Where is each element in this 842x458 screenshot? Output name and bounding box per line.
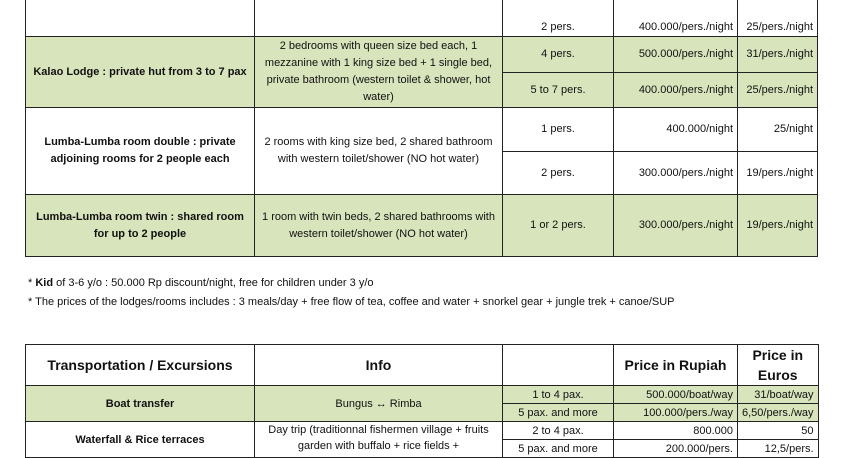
transport-table: Transportation / Excursions Info Price i… xyxy=(25,344,819,458)
pax-cell: 4 pers. xyxy=(502,36,614,73)
price-euro: 19/pers./night xyxy=(737,194,818,257)
pax-cell: 1 pers. xyxy=(502,107,614,152)
room-info: 2 rooms with king size bed, 2 shared bat… xyxy=(254,107,503,195)
pax-cell: 1 to 4 pax. xyxy=(502,385,614,404)
table-row: Lumba-Lumba room double : private adjoin… xyxy=(25,107,818,195)
table-row: Boat transfer Bungus ↔ Rimba 1 to 4 pax.… xyxy=(25,385,819,422)
price-rupiah: 200.000/pers. xyxy=(613,439,738,458)
header-pax xyxy=(502,344,614,386)
kid-note: * Kid of 3-6 y/o : 50.000 Rp discount/ni… xyxy=(28,274,675,293)
price-euro: 50 xyxy=(737,421,819,440)
pax-cell: 2 to 4 pax. xyxy=(502,421,614,440)
excursion-name: Waterfall & Rice terraces xyxy=(25,421,255,458)
price-rupiah: 800.000 xyxy=(613,421,738,440)
lodging-table: 2 pers. 400.000/pers./night 25/pers./nig… xyxy=(25,0,818,257)
header-transport: Transportation / Excursions xyxy=(25,344,255,386)
room-info: 1 room with twin beds, 2 shared bathroom… xyxy=(254,194,503,257)
header-info: Info xyxy=(254,344,503,386)
price-rupiah: 100.000/pers./way xyxy=(613,403,738,422)
price-euro: 25/pers./night xyxy=(737,0,818,37)
header-rupiah: Price in Rupiah xyxy=(613,344,738,386)
header-row: Transportation / Excursions Info Price i… xyxy=(25,344,819,386)
price-euro: 31/boat/way xyxy=(737,385,819,404)
room-info xyxy=(254,0,503,37)
price-rupiah: 300.000/pers./night xyxy=(613,151,738,195)
price-rupiah: 400.000/pers./night xyxy=(613,72,738,108)
table-row: Waterfall & Rice terraces Day trip (trad… xyxy=(25,421,819,458)
kid-label: Kid xyxy=(35,277,54,289)
notes: * Kid of 3-6 y/o : 50.000 Rp discount/ni… xyxy=(28,274,675,312)
pax-cell: 1 or 2 pers. xyxy=(502,194,614,257)
pax-cell: 5 pax. and more xyxy=(502,439,614,458)
excursion-info: Bungus ↔ Rimba xyxy=(254,385,503,422)
price-euro: 25/night xyxy=(737,107,818,152)
price-rupiah: 500.000/pers./night xyxy=(613,36,738,73)
room-name: Kalao Lodge : private hut from 3 to 7 pa… xyxy=(25,36,255,108)
table-row: Lumba-Lumba room twin : shared room for … xyxy=(25,194,818,257)
price-rupiah: 300.000/pers./night xyxy=(613,194,738,257)
room-name xyxy=(25,0,255,37)
pax-cell: 5 pax. and more xyxy=(502,403,614,422)
price-rupiah: 400.000/pers./night xyxy=(613,0,738,37)
table-row: 2 pers. 400.000/pers./night 25/pers./nig… xyxy=(25,0,818,37)
excursion-info: Day trip (traditionnal fishermen village… xyxy=(254,421,503,458)
price-euro: 19/pers./night xyxy=(737,151,818,195)
kid-text: of 3-6 y/o : 50.000 Rp discount/night, f… xyxy=(53,277,374,289)
price-euro: 31/pers./night xyxy=(737,36,818,73)
bullet: * xyxy=(28,277,36,289)
header-euros: Price in Euros xyxy=(737,344,819,386)
room-name: Lumba-Lumba room double : private adjoin… xyxy=(25,107,255,195)
price-euro: 6,50/pers./way xyxy=(737,403,819,422)
table-row: Kalao Lodge : private hut from 3 to 7 pa… xyxy=(25,36,818,108)
price-rupiah: 500.000/boat/way xyxy=(613,385,738,404)
pax-cell: 2 pers. xyxy=(502,0,614,37)
room-info: 2 bedrooms with queen size bed each, 1 m… xyxy=(254,36,503,108)
price-euro: 12,5/pers. xyxy=(737,439,819,458)
room-name: Lumba-Lumba room twin : shared room for … xyxy=(25,194,255,257)
table-row: 2 pers. 300.000/pers./night 19/pers./nig… xyxy=(26,151,818,195)
pax-cell: 2 pers. xyxy=(502,151,614,195)
price-rupiah: 400.000/night xyxy=(613,107,738,152)
includes-note: * The prices of the lodges/rooms include… xyxy=(28,296,675,308)
pax-cell: 5 to 7 pers. xyxy=(502,72,614,108)
excursion-name: Boat transfer xyxy=(25,385,255,422)
price-euro: 25/pers./night xyxy=(737,72,818,108)
